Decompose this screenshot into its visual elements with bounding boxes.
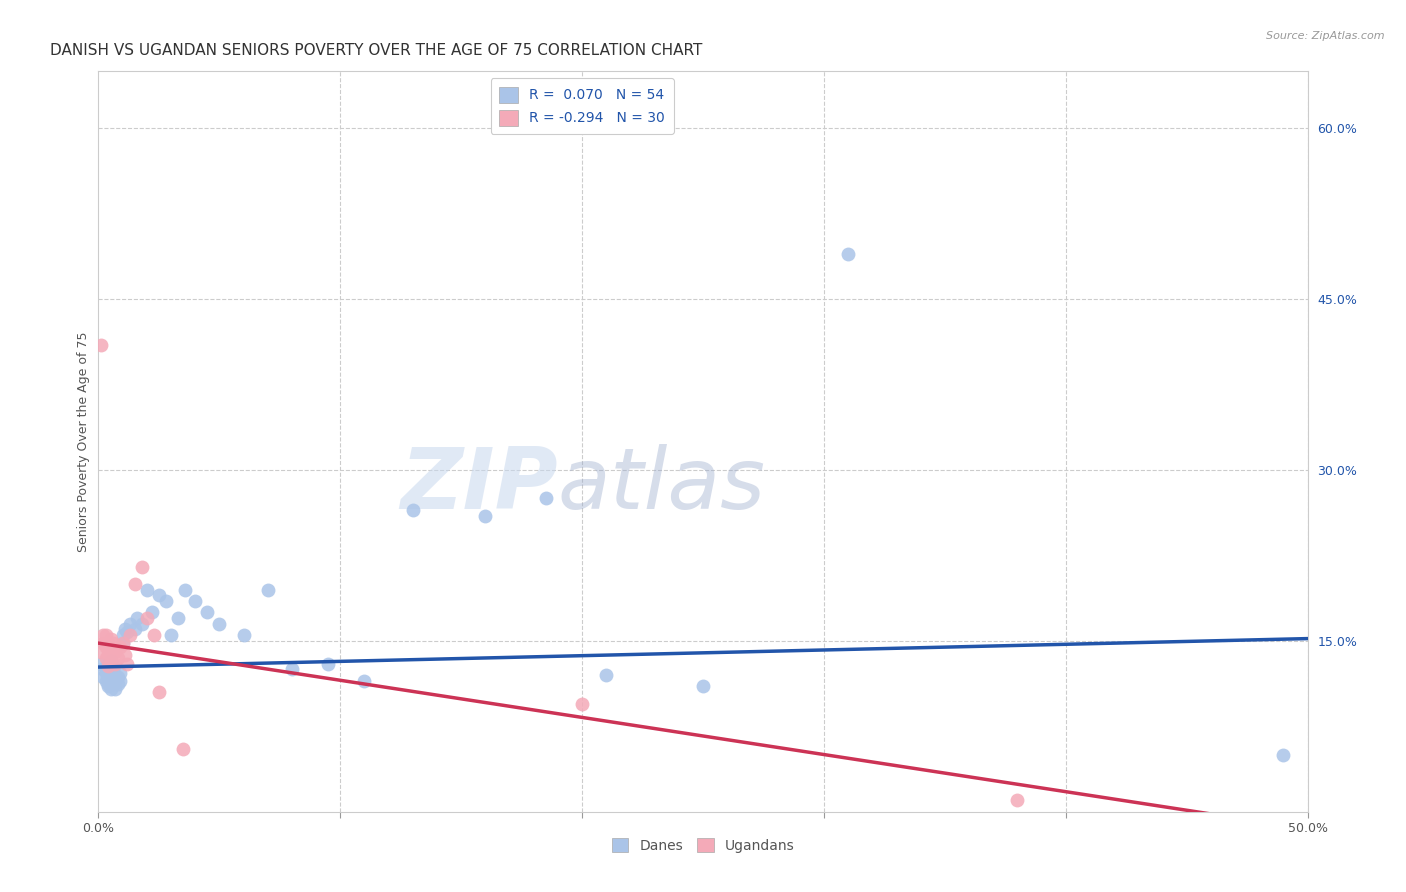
Point <box>107 651 129 665</box>
Point <box>155 594 177 608</box>
Point <box>108 640 131 654</box>
Point <box>131 559 153 574</box>
Point <box>534 491 557 506</box>
Point <box>100 681 122 696</box>
Point <box>97 670 120 684</box>
Point <box>118 616 141 631</box>
Point <box>167 611 190 625</box>
Point <box>195 606 218 620</box>
Point <box>94 640 117 654</box>
Point <box>232 628 254 642</box>
Point <box>101 670 124 684</box>
Point <box>256 582 278 597</box>
Point <box>97 636 120 650</box>
Point <box>108 673 131 688</box>
Point <box>101 645 124 659</box>
Point <box>402 503 425 517</box>
Point <box>101 677 124 691</box>
Point <box>90 657 112 671</box>
Point <box>100 673 122 688</box>
Point <box>104 681 127 696</box>
Point <box>107 677 129 691</box>
Point <box>94 665 117 680</box>
Point <box>208 616 231 631</box>
Point <box>104 673 127 688</box>
Text: DANISH VS UGANDAN SENIORS POVERTY OVER THE AGE OF 75 CORRELATION CHART: DANISH VS UGANDAN SENIORS POVERTY OVER T… <box>51 43 703 58</box>
Point <box>114 648 136 662</box>
Text: ZIP: ZIP <box>401 444 558 527</box>
Point <box>111 636 134 650</box>
Point <box>90 337 112 351</box>
Point <box>100 654 122 668</box>
Point <box>91 636 114 650</box>
Point <box>117 657 139 671</box>
Point <box>100 654 122 668</box>
Point <box>571 697 593 711</box>
Point <box>124 577 146 591</box>
Point <box>595 668 617 682</box>
Point <box>104 645 127 659</box>
Point <box>111 628 134 642</box>
Point <box>97 680 120 694</box>
Point <box>108 665 131 680</box>
Point <box>104 668 127 682</box>
Point <box>90 645 112 659</box>
Point <box>97 659 120 673</box>
Point <box>353 673 375 688</box>
Y-axis label: Seniors Poverty Over the Age of 75: Seniors Poverty Over the Age of 75 <box>77 331 90 552</box>
Point <box>107 670 129 684</box>
Point <box>172 742 194 756</box>
Point <box>474 508 496 523</box>
Point <box>97 662 120 676</box>
Point <box>91 670 114 684</box>
Point <box>131 616 153 631</box>
Point <box>118 628 141 642</box>
Point <box>281 662 304 676</box>
Point <box>100 643 122 657</box>
Point <box>104 657 127 671</box>
Point <box>91 662 114 676</box>
Point <box>91 628 114 642</box>
Point <box>100 668 122 682</box>
Point <box>692 680 714 694</box>
Point <box>111 636 134 650</box>
Point <box>141 606 163 620</box>
Point <box>127 611 149 625</box>
Point <box>94 673 117 688</box>
Point <box>94 628 117 642</box>
Point <box>160 628 183 642</box>
Point <box>143 628 166 642</box>
Point <box>114 623 136 637</box>
Point <box>97 648 120 662</box>
Point <box>94 651 117 665</box>
Point <box>135 582 157 597</box>
Point <box>184 594 207 608</box>
Legend: Danes, Ugandans: Danes, Ugandans <box>606 832 800 858</box>
Point <box>101 662 124 676</box>
Point <box>174 582 197 597</box>
Point <box>135 611 157 625</box>
Point <box>316 657 339 671</box>
Point <box>1007 793 1029 807</box>
Text: Source: ZipAtlas.com: Source: ZipAtlas.com <box>1267 31 1385 41</box>
Point <box>148 685 170 699</box>
Text: atlas: atlas <box>558 444 766 527</box>
Point <box>94 659 117 673</box>
Point <box>124 623 146 637</box>
Point <box>101 636 124 650</box>
Point <box>117 624 139 639</box>
Point <box>100 632 122 646</box>
Point <box>1272 747 1295 762</box>
Point <box>837 246 859 260</box>
Point <box>97 677 120 691</box>
Point <box>148 588 170 602</box>
